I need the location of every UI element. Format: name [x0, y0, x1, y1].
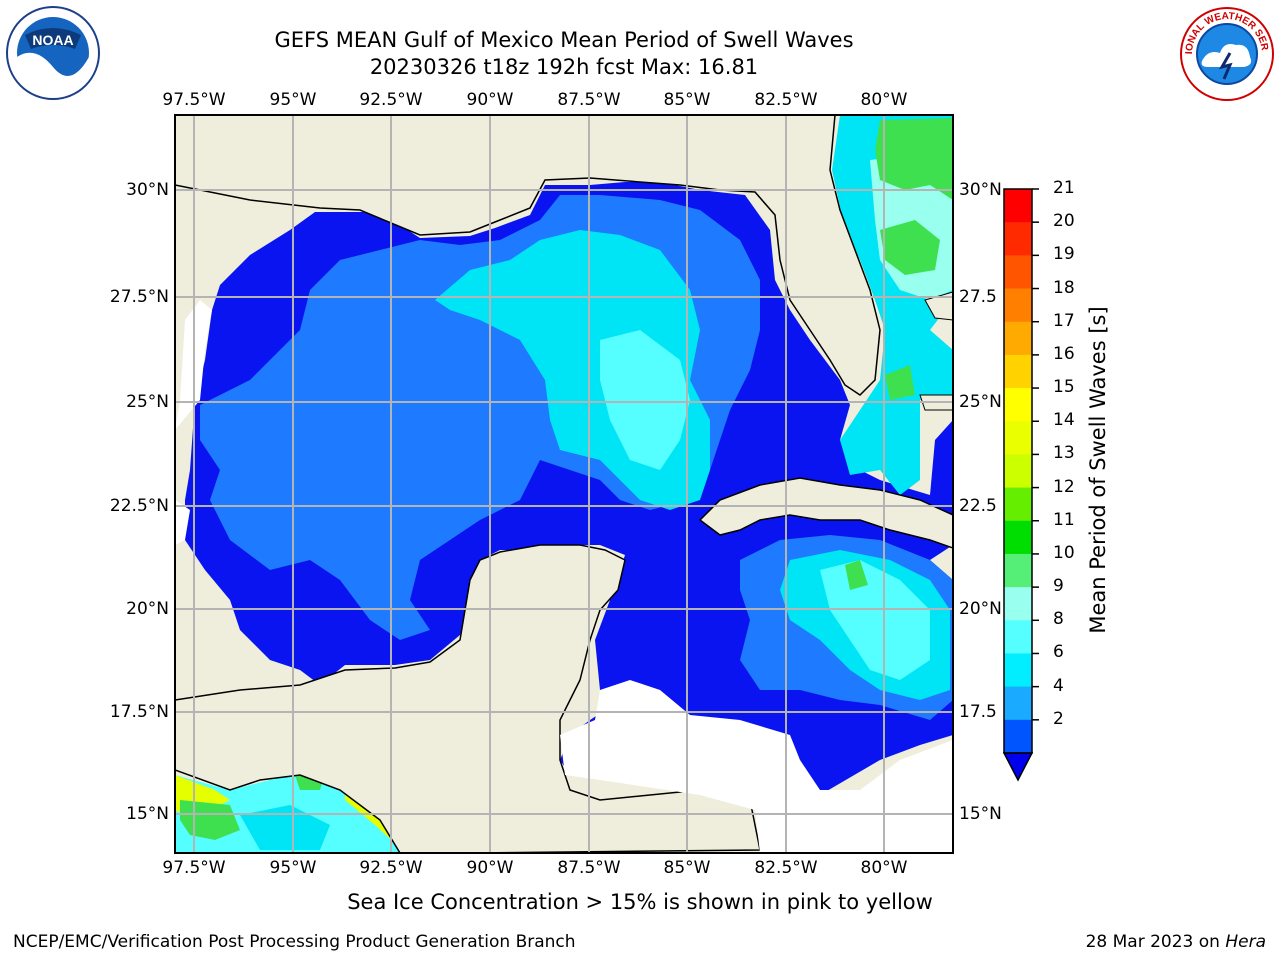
pacific-green	[180, 772, 325, 840]
colorbar-band	[1004, 255, 1032, 290]
colorbar-tick-label: 6	[1053, 642, 1064, 663]
lat-label-right: 20°N	[959, 599, 1002, 619]
lat-label-right: 15°N	[959, 804, 1002, 824]
lon-label-bottom: 87.5°W	[557, 858, 621, 878]
colorbar-tick-label: 14	[1053, 410, 1075, 431]
atlantic-green	[875, 118, 953, 400]
lat-label-left: 20°N	[126, 599, 169, 619]
footer-host: Hera	[1225, 932, 1266, 952]
colorbar-under-arrow	[1002, 752, 1034, 782]
nws-logo: NATIONAL WEATHER SERVICE	[1174, 0, 1276, 107]
lat-label-right: 27.5	[959, 287, 997, 307]
lon-label-bottom: 92.5°W	[359, 858, 423, 878]
colorbar-band	[1004, 686, 1032, 721]
lon-label-bottom: 80°W	[860, 858, 908, 878]
lat-label-left: 15°N	[126, 804, 169, 824]
lon-label-top: 85°W	[663, 90, 711, 110]
colorbar	[1002, 188, 1039, 782]
colorbar-tick-label: 8	[1053, 609, 1064, 630]
lon-label-top: 97.5°W	[162, 90, 226, 110]
colorbar-band	[1004, 653, 1032, 688]
colorbar-tick-label: 20	[1053, 211, 1075, 232]
colorbar-band	[1004, 587, 1032, 621]
chart-title: GEFS MEAN Gulf of Mexico Mean Period of …	[274, 28, 854, 52]
lat-label-right: 25°N	[959, 392, 1002, 412]
colorbar-tick-label: 9	[1053, 576, 1064, 597]
lat-label-right: 17.5	[959, 702, 997, 722]
lon-label-top: 95°W	[269, 90, 317, 110]
lat-label-right: 22.5	[959, 496, 997, 516]
colorbar-tick-label: 16	[1053, 343, 1075, 364]
florida-land	[175, 115, 881, 396]
colorbar-band	[1004, 553, 1032, 588]
cuba-land	[698, 477, 953, 549]
colorbar-band	[1004, 354, 1032, 389]
colorbar-band	[1004, 520, 1032, 555]
lat-label-left: 27.5°N	[109, 287, 169, 307]
chart-subtitle: 20230326 t18z 192h fcst Max: 16.81	[369, 55, 759, 79]
footer-branch: NCEP/EMC/Verification Post Processing Pr…	[13, 932, 576, 952]
colorbar-band	[1004, 189, 1032, 223]
colorbar-band	[1004, 454, 1032, 489]
colorbar-band	[1004, 487, 1032, 522]
lon-label-bottom: 82.5°W	[754, 858, 818, 878]
colorbar-tick-label: 17	[1053, 310, 1075, 331]
lat-label-left: 25°N	[126, 392, 169, 412]
colorbar-band	[1004, 620, 1032, 654]
bahamas-land	[919, 291, 953, 411]
lat-label-right: 30°N	[959, 180, 1002, 200]
lon-label-bottom: 90°W	[466, 858, 514, 878]
lat-label-left: 30°N	[126, 180, 169, 200]
colorbar-tick-label: 19	[1053, 244, 1075, 265]
lat-label-left: 22.5°N	[109, 496, 169, 516]
colorbar-band	[1004, 421, 1032, 455]
sea-ice-note: Sea Ice Concentration > 15% is shown in …	[347, 890, 933, 914]
lon-label-bottom: 95°W	[269, 858, 317, 878]
pacific-cyan	[240, 805, 330, 850]
lon-label-top: 82.5°W	[754, 90, 818, 110]
lon-label-top: 90°W	[466, 90, 514, 110]
colorbar-tick-label: 13	[1053, 443, 1075, 464]
map-gridlines	[175, 115, 953, 853]
noaa-logo-text: NOAA	[32, 32, 73, 48]
colorbar-tick-label: 15	[1053, 377, 1075, 398]
map-frame	[174, 114, 954, 854]
colorbar-title: Mean Period of Swell Waves [s]	[1086, 306, 1110, 634]
colorbar-band	[1004, 288, 1032, 323]
colorbar-tick-label: 4	[1053, 675, 1064, 696]
lon-label-top: 80°W	[860, 90, 908, 110]
caribbean-lightcyan	[820, 560, 930, 680]
lon-label-bottom: 97.5°W	[162, 858, 226, 878]
nodata-west	[175, 300, 212, 545]
lon-label-top: 92.5°W	[359, 90, 423, 110]
nodata-area	[560, 680, 953, 853]
noaa-logo: NOAA	[5, 5, 101, 105]
colorbar-band	[1004, 222, 1032, 256]
colorbar-frame	[1003, 188, 1033, 754]
lat-label-left: 17.5°N	[109, 702, 169, 722]
lon-label-bottom: 85°W	[663, 858, 711, 878]
colorbar-band	[1004, 388, 1032, 422]
colorbar-tick-label: 18	[1053, 277, 1075, 298]
gulf-ocean-lightcyan	[600, 330, 690, 470]
colorbar-band	[1004, 321, 1032, 356]
footer-date: 28 Mar 2023 on Hera	[1086, 932, 1266, 952]
colorbar-tick-label: 11	[1053, 509, 1075, 530]
colorbar-tick-label: 21	[1053, 178, 1075, 198]
lon-label-top: 87.5°W	[557, 90, 621, 110]
colorbar-band	[1004, 719, 1032, 754]
colorbar-tick-label: 2	[1053, 708, 1064, 729]
footer-date-text: 28 Mar 2023 on	[1085, 932, 1226, 952]
caribbean-green	[845, 560, 868, 590]
colorbar-tick-label: 10	[1053, 542, 1075, 563]
colorbar-tick-label: 12	[1053, 476, 1075, 497]
